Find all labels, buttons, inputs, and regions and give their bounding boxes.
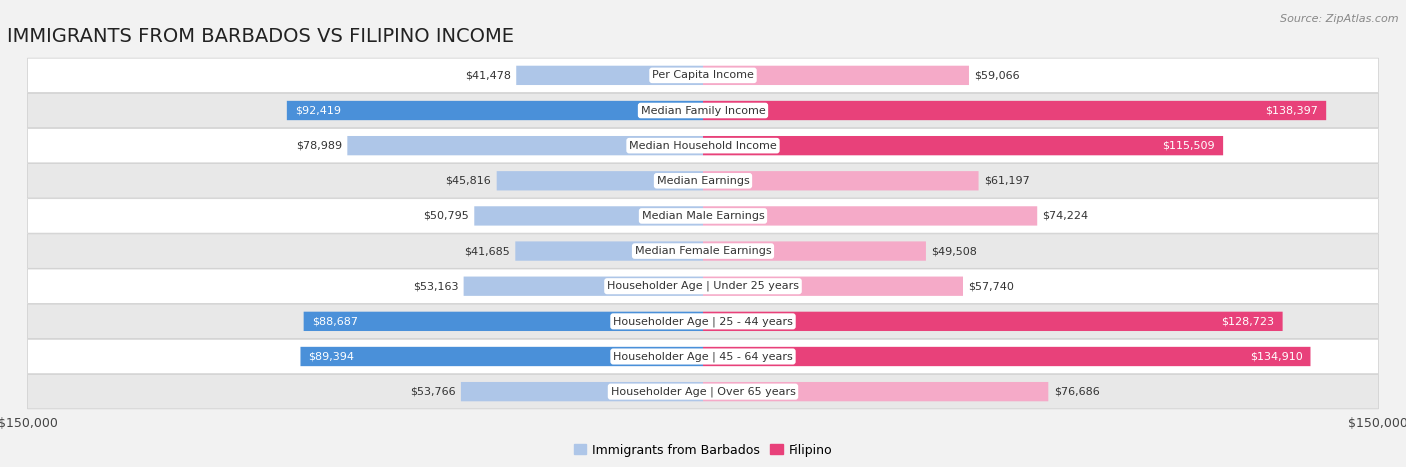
Text: Per Capita Income: Per Capita Income <box>652 71 754 80</box>
FancyBboxPatch shape <box>304 311 703 331</box>
FancyBboxPatch shape <box>28 163 1378 198</box>
Text: $128,723: $128,723 <box>1222 316 1274 326</box>
FancyBboxPatch shape <box>474 206 703 226</box>
Text: $53,766: $53,766 <box>411 387 456 396</box>
Text: $50,795: $50,795 <box>423 211 468 221</box>
FancyBboxPatch shape <box>28 304 1378 339</box>
FancyBboxPatch shape <box>703 66 969 85</box>
FancyBboxPatch shape <box>515 241 703 261</box>
Text: Householder Age | 25 - 44 years: Householder Age | 25 - 44 years <box>613 316 793 326</box>
Text: $88,687: $88,687 <box>312 316 357 326</box>
FancyBboxPatch shape <box>28 234 1378 268</box>
FancyBboxPatch shape <box>287 101 703 120</box>
Text: $115,509: $115,509 <box>1163 141 1215 151</box>
Text: Median Female Earnings: Median Female Earnings <box>634 246 772 256</box>
Text: Median Family Income: Median Family Income <box>641 106 765 115</box>
Text: $45,816: $45,816 <box>446 176 491 186</box>
Text: $92,419: $92,419 <box>295 106 340 115</box>
Text: $138,397: $138,397 <box>1265 106 1317 115</box>
FancyBboxPatch shape <box>703 136 1223 156</box>
Text: $134,910: $134,910 <box>1250 352 1302 361</box>
Text: Median Household Income: Median Household Income <box>628 141 778 151</box>
Legend: Immigrants from Barbados, Filipino: Immigrants from Barbados, Filipino <box>568 439 838 461</box>
Text: $49,508: $49,508 <box>931 246 977 256</box>
FancyBboxPatch shape <box>347 136 703 156</box>
Text: $59,066: $59,066 <box>974 71 1019 80</box>
Text: Householder Age | Under 25 years: Householder Age | Under 25 years <box>607 281 799 291</box>
FancyBboxPatch shape <box>28 128 1378 163</box>
Text: Median Earnings: Median Earnings <box>657 176 749 186</box>
Text: IMMIGRANTS FROM BARBADOS VS FILIPINO INCOME: IMMIGRANTS FROM BARBADOS VS FILIPINO INC… <box>7 27 515 46</box>
FancyBboxPatch shape <box>28 375 1378 409</box>
FancyBboxPatch shape <box>703 311 1282 331</box>
Text: $78,989: $78,989 <box>295 141 342 151</box>
Text: $74,224: $74,224 <box>1043 211 1088 221</box>
FancyBboxPatch shape <box>703 206 1038 226</box>
FancyBboxPatch shape <box>703 347 1310 366</box>
FancyBboxPatch shape <box>703 382 1049 401</box>
FancyBboxPatch shape <box>301 347 703 366</box>
FancyBboxPatch shape <box>703 171 979 191</box>
FancyBboxPatch shape <box>516 66 703 85</box>
FancyBboxPatch shape <box>496 171 703 191</box>
FancyBboxPatch shape <box>28 199 1378 233</box>
Text: $61,197: $61,197 <box>984 176 1029 186</box>
FancyBboxPatch shape <box>28 339 1378 374</box>
FancyBboxPatch shape <box>28 269 1378 304</box>
FancyBboxPatch shape <box>703 101 1326 120</box>
FancyBboxPatch shape <box>703 241 927 261</box>
Text: $41,478: $41,478 <box>465 71 510 80</box>
Text: Householder Age | 45 - 64 years: Householder Age | 45 - 64 years <box>613 351 793 362</box>
FancyBboxPatch shape <box>464 276 703 296</box>
Text: $89,394: $89,394 <box>308 352 354 361</box>
Text: Median Male Earnings: Median Male Earnings <box>641 211 765 221</box>
FancyBboxPatch shape <box>461 382 703 401</box>
Text: Householder Age | Over 65 years: Householder Age | Over 65 years <box>610 386 796 397</box>
Text: $57,740: $57,740 <box>969 281 1014 291</box>
FancyBboxPatch shape <box>28 58 1378 92</box>
Text: $41,685: $41,685 <box>464 246 510 256</box>
FancyBboxPatch shape <box>703 276 963 296</box>
Text: $76,686: $76,686 <box>1053 387 1099 396</box>
Text: Source: ZipAtlas.com: Source: ZipAtlas.com <box>1281 14 1399 24</box>
Text: $53,163: $53,163 <box>413 281 458 291</box>
FancyBboxPatch shape <box>28 93 1378 128</box>
